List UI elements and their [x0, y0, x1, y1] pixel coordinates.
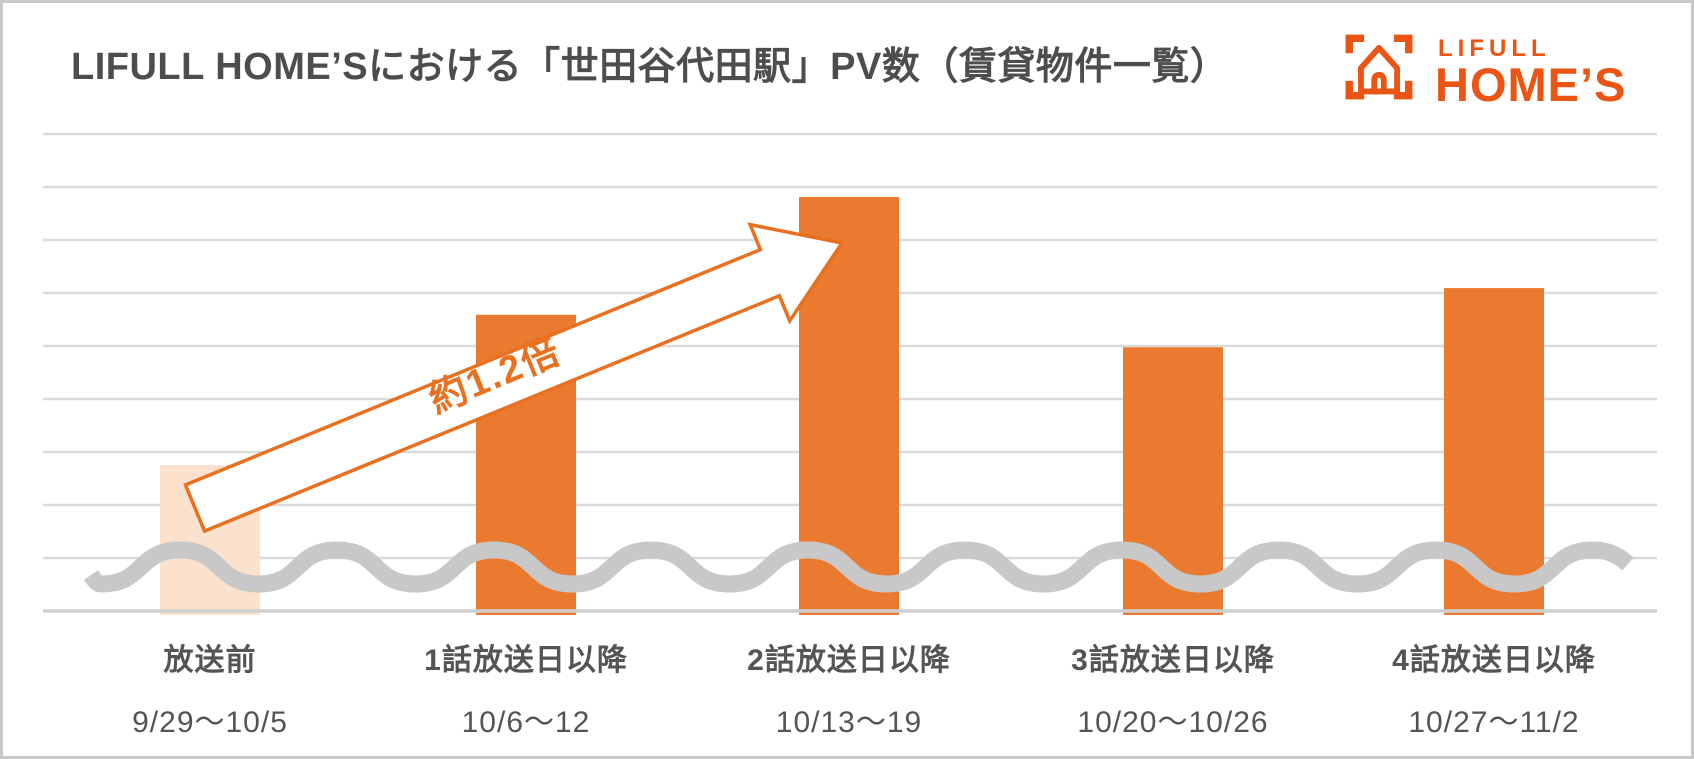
logo-brand-bottom: HOME’S [1435, 58, 1627, 111]
bar-4話放送日以降 [1444, 288, 1544, 615]
lifull-homes-logo: LIFULL HOME’S [1343, 27, 1673, 111]
page-title: LIFULL HOME’Sにおける「世田谷代田駅」PV数（賃貸物件一覧） [71, 46, 1229, 88]
lifull-homes-house-viewfinder-icon [1345, 34, 1413, 100]
chart-canvas: 約1.2倍 [43, 132, 1657, 616]
growth-arrow [183, 222, 845, 534]
logo-brand-top: LIFULL [1438, 35, 1551, 62]
axis-break-wave [83, 541, 1634, 593]
